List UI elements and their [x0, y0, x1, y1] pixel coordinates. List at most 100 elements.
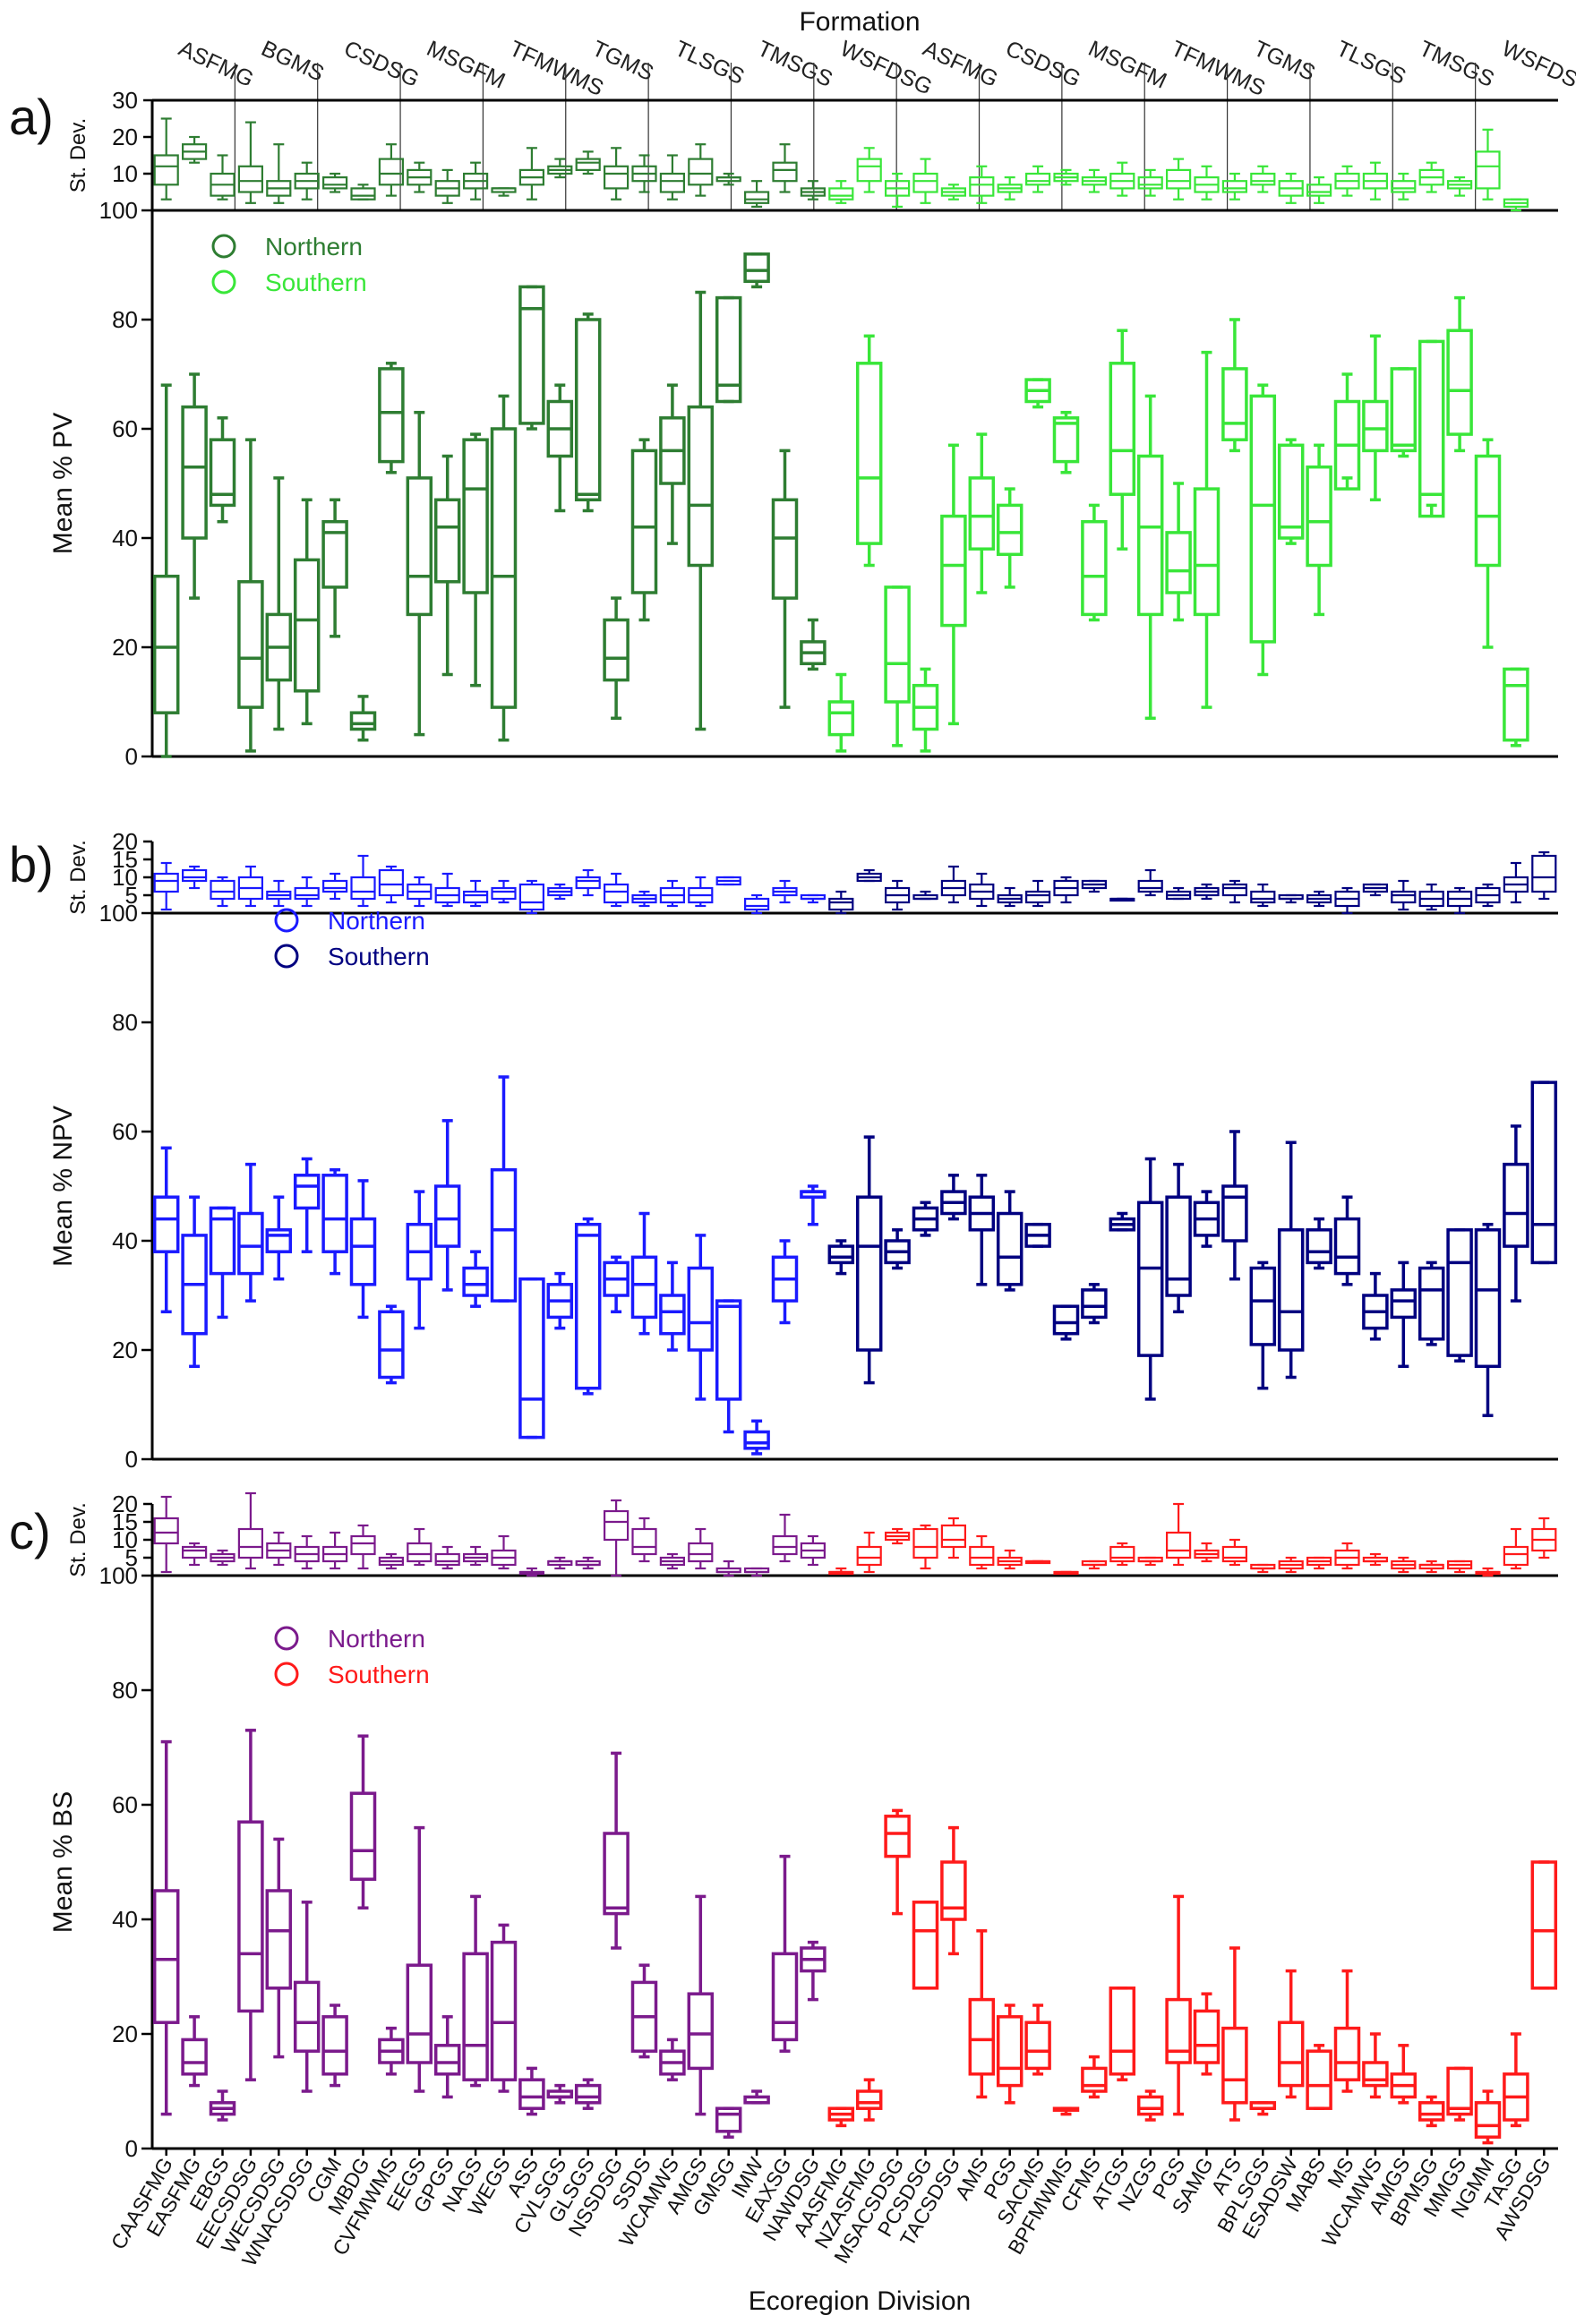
sd-box-imw: [743, 893, 770, 915]
iqr-box: [1221, 1184, 1248, 1243]
box-wecsdsg: [265, 1837, 293, 2059]
panel-a-tag: a): [9, 89, 54, 145]
iqr-box: [462, 890, 489, 904]
iqr-box: [153, 872, 179, 893]
legend-southern-label: Southern: [328, 1661, 430, 1688]
box-ms: [1333, 1969, 1361, 2093]
iqr-box: [406, 476, 433, 617]
panel-b-tag: b): [9, 836, 54, 893]
formation-label: TLSGS: [1332, 36, 1409, 90]
sd-box-wnacsdsg: [294, 161, 320, 201]
iqr-box: [182, 1545, 208, 1559]
sd-box-sacms: [1024, 879, 1051, 908]
sd-box-cgm: [322, 872, 348, 901]
iqr-box: [1193, 487, 1221, 617]
iqr-box: [1024, 2021, 1051, 2071]
box-awsdsg: [1530, 1860, 1558, 1990]
y-axis-label: Mean % BS: [48, 1791, 78, 1933]
sd-box-mmgs: [1446, 176, 1473, 197]
iqr-box: [968, 476, 996, 551]
sd-box-gmsg: [715, 172, 741, 186]
formation-label: WSFDSG: [836, 36, 936, 100]
box-cvlsgs: [546, 1271, 574, 1330]
iqr-box: [1333, 2026, 1361, 2081]
iqr-box: [293, 558, 321, 693]
sd-box-amgs: [688, 876, 714, 908]
sd-box-gmsg: [715, 876, 741, 886]
sd-box-mabs: [1306, 1556, 1332, 1570]
iqr-box: [491, 886, 517, 901]
iqr-box: [406, 1963, 433, 2064]
box-bplsgs: [1249, 383, 1277, 677]
box-glsgs: [574, 1217, 602, 1396]
box-mmgs: [1446, 1228, 1473, 1363]
iqr-box: [321, 1174, 348, 1253]
sd-box-cvfmwms: [378, 1552, 404, 1570]
sd-box-atgs: [1109, 897, 1135, 902]
box-mabs: [1306, 443, 1332, 617]
iqr-box: [743, 191, 770, 204]
sd-box-msacsdsg: [884, 879, 911, 911]
y-tick-label: 60: [112, 1791, 138, 1818]
iqr-box: [433, 1184, 461, 1248]
box-wcamws: [1362, 1271, 1389, 1341]
box-eaxsg: [771, 1854, 799, 2053]
box-cgm: [321, 498, 348, 638]
iqr-box: [574, 2083, 602, 2105]
box-gmsg: [715, 1299, 742, 1434]
iqr-box: [1081, 519, 1108, 617]
sd-box-eecsdsg: [237, 1491, 263, 1570]
sd-box-pgs: [1165, 1502, 1192, 1567]
sd-box-bpmsg: [1418, 161, 1444, 193]
iqr-box: [1052, 1304, 1080, 1336]
iqr-box: [1503, 1162, 1529, 1248]
iqr-box: [969, 176, 995, 197]
iqr-box: [350, 187, 376, 201]
iqr-box: [1446, 2066, 1473, 2116]
iqr-box: [1503, 667, 1529, 742]
iqr-box: [1333, 1217, 1361, 1276]
sd-box-wnacsdsg: [294, 876, 320, 908]
formation-label: MSGFM: [423, 36, 509, 94]
sd-y-tick-label: 20: [112, 124, 138, 150]
sd-box-cvlsgs: [547, 158, 573, 179]
box-pgs: [1165, 482, 1192, 622]
sd-box-eegs: [407, 1527, 433, 1567]
iqr-box: [518, 1277, 545, 1440]
sd-box-cfms: [1081, 879, 1108, 893]
iqr-box: [1137, 879, 1163, 893]
box-nzasfmg: [855, 2078, 883, 2122]
iqr-box: [462, 1266, 489, 1297]
sd-box-aasfmg: [828, 890, 854, 915]
sd-box-wcamws: [659, 879, 686, 908]
iqr-box: [322, 879, 348, 893]
box-eecsdsg: [237, 1729, 264, 2081]
y-tick-label: 100: [99, 900, 138, 927]
iqr-box: [237, 1820, 264, 2013]
box-nawdsg: [800, 618, 827, 671]
box-cvfmwms: [378, 362, 405, 474]
box-amgs: [687, 1894, 715, 2116]
sd-box-wcamws: [659, 1552, 686, 1570]
sd-box-esadsw: [1278, 893, 1304, 904]
y-axis-label: Mean % PV: [48, 413, 78, 554]
iqr-box: [237, 1211, 264, 1276]
iqr-box: [603, 883, 630, 904]
iqr-box: [855, 1195, 883, 1352]
box-sacms: [1024, 378, 1051, 409]
formation-label: ASFMG: [175, 36, 257, 92]
iqr-box: [1362, 399, 1389, 453]
sd-box-pgs: [1165, 886, 1192, 901]
iqr-box: [715, 2106, 742, 2133]
sd-box-msacsdsg: [884, 172, 911, 208]
iqr-box: [1391, 180, 1417, 193]
panel-c-tag: c): [9, 1503, 51, 1559]
sd-box-wnacsdsg: [294, 1534, 320, 1570]
box-ats: [1221, 1946, 1248, 2122]
box-bpfmwms: [1052, 410, 1080, 474]
sd-box-mbdg: [350, 1524, 376, 1570]
box-pcsdsg: [912, 1901, 939, 1990]
sd-box-wcamws: [659, 154, 686, 201]
x-axis-title: Ecoregion Division: [749, 2286, 971, 2316]
box-ssds: [630, 1963, 658, 2059]
